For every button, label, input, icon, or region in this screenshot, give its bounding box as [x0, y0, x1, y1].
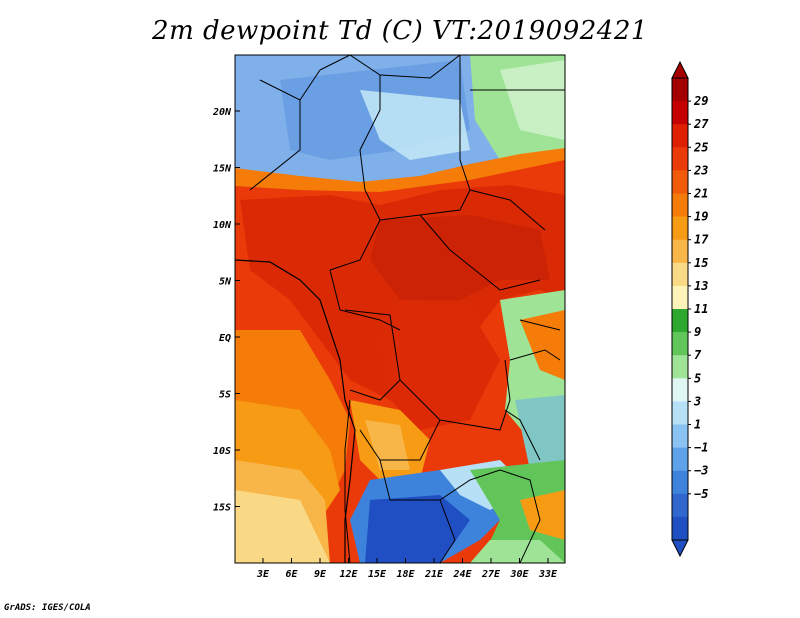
map-frame — [234, 54, 566, 564]
lon-tick-label: 30E — [509, 569, 529, 580]
lat-tick-label: 10S — [213, 446, 231, 457]
lat-tick-label: EQ — [219, 333, 231, 344]
colorbar-swatch — [672, 216, 688, 241]
lat-tick-label: 15N — [213, 164, 232, 175]
coastline — [235, 259, 356, 563]
colorbar-legend: 29 27 25 23 21 19 17 15 13 11 9 7 5 3 1 −1 −3 −5 — [671, 60, 709, 558]
colorbar-swatch — [672, 516, 688, 541]
longitude-axis: 3E 6E 9E 12E 15E 18E 21E 24E 27E 30E 33E — [256, 558, 558, 580]
colorbar-label: 15 — [694, 256, 708, 270]
lat-tick-label: 20N — [212, 107, 232, 118]
lat-tick-label: 15S — [213, 503, 231, 514]
colorbar-swatch — [672, 147, 688, 171]
colorbar-swatch — [672, 101, 688, 125]
latitude-axis: 20N 15N 10N 5N EQ 5S 10S 15S — [212, 107, 240, 514]
colorbar-swatch — [672, 332, 688, 356]
colorbar-min-arrow — [671, 539, 689, 558]
colorbar-swatch — [672, 401, 688, 425]
lon-tick-label: 9E — [314, 569, 327, 580]
lat-tick-label: 5N — [219, 277, 232, 288]
lon-tick-label: 24E — [452, 569, 472, 580]
colorbar-label: 7 — [694, 348, 702, 362]
colorbar-label: 5 — [694, 371, 701, 385]
lon-tick-label: 3E — [256, 569, 270, 580]
lon-tick-label: 15E — [368, 569, 387, 580]
colorbar-label: 29 — [693, 94, 708, 108]
colorbar-label: 23 — [693, 163, 708, 177]
lat-tick-label: 5S — [219, 390, 231, 401]
colorbar-swatch — [672, 378, 688, 402]
colorbar-swatch — [672, 470, 688, 495]
lon-tick-label: 21E — [424, 569, 444, 580]
colorbar-label: 3 — [693, 394, 701, 408]
colorbar-label: 19 — [694, 210, 708, 224]
colorbar-label: 17 — [694, 233, 709, 247]
colorbar-swatch — [672, 285, 688, 310]
lon-tick-label: 6E — [285, 569, 298, 580]
colorbar-swatch — [672, 78, 688, 102]
colorbar-swatch — [672, 447, 688, 472]
lon-tick-label: 27E — [481, 569, 501, 580]
colorbar-swatch — [672, 493, 688, 518]
lon-tick-label: 12E — [339, 569, 358, 580]
colorbar-swatch — [672, 170, 688, 194]
grads-credit: GrADS: IGES/COLA — [4, 603, 91, 613]
colorbar-label: −5 — [694, 487, 708, 501]
colorbar-label: 11 — [694, 302, 708, 316]
dewpoint-field — [235, 55, 565, 563]
colorbar-label: −3 — [694, 464, 708, 478]
colorbar-label: 1 — [694, 418, 701, 432]
colorbar-label: −1 — [694, 441, 708, 455]
colorbar-label: 9 — [694, 325, 701, 339]
colorbar-swatch — [672, 124, 688, 148]
plot-title: 2m dewpoint Td (C) VT:2019092421 — [152, 16, 648, 46]
colorbar-swatch — [672, 262, 688, 287]
colorbar-label: 27 — [693, 117, 709, 131]
colorbar-swatch — [672, 193, 688, 218]
colorbar-swatch — [672, 355, 688, 379]
colorbar-label: 21 — [693, 187, 708, 201]
colorbar-label: 25 — [693, 140, 708, 154]
colorbar-label: 13 — [694, 279, 708, 293]
colorbar-swatch — [672, 424, 688, 449]
colorbar-swatch — [672, 309, 688, 333]
country-borders — [249, 55, 565, 563]
colorbar-swatch — [672, 239, 688, 264]
lon-tick-label: 18E — [396, 569, 415, 580]
lon-tick-label: 33E — [538, 569, 558, 580]
colorbar-max-arrow — [671, 60, 689, 79]
lat-tick-label: 10N — [213, 220, 232, 231]
